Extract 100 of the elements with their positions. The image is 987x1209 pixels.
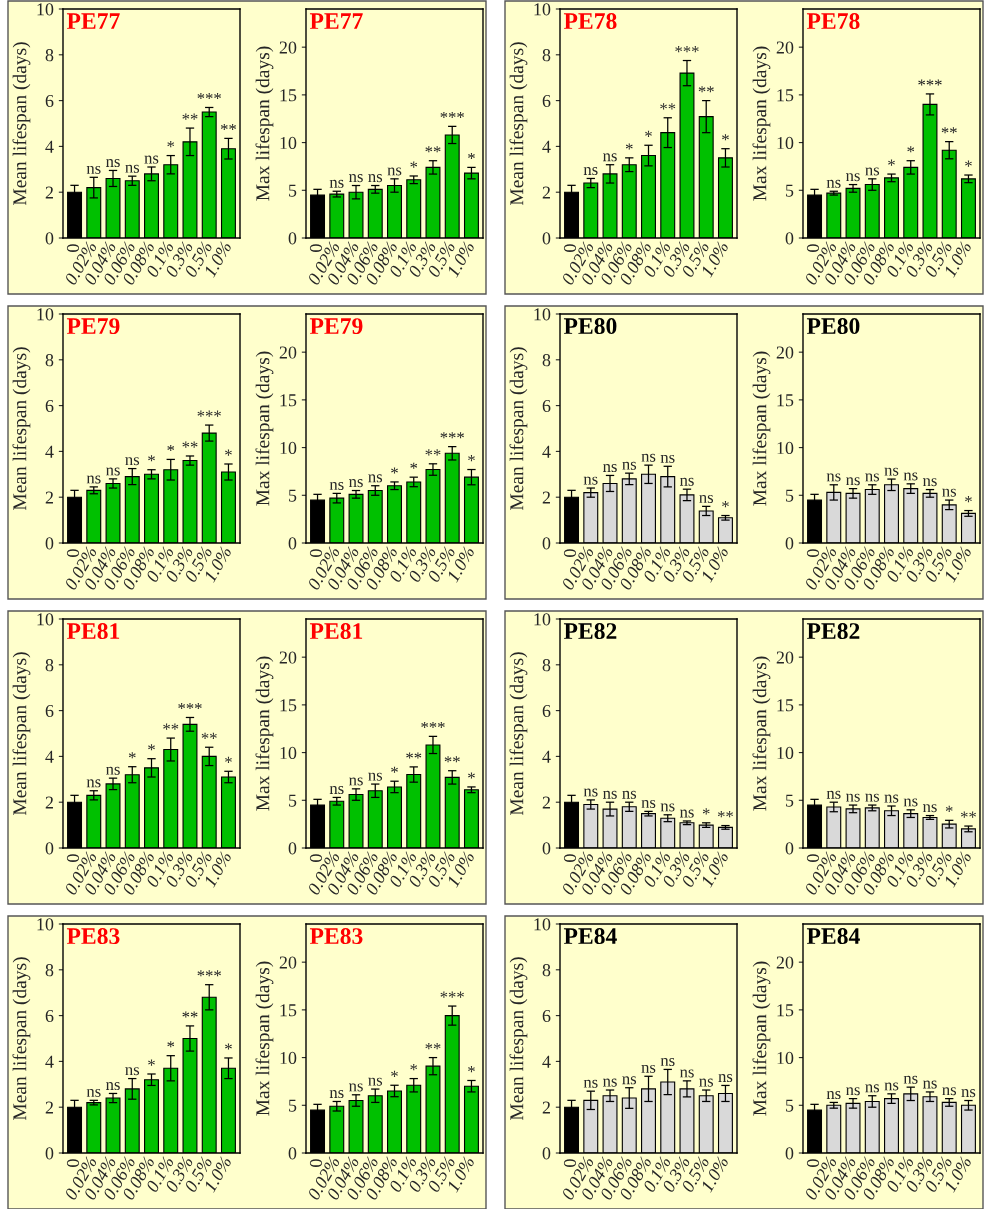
data-label: ns	[86, 165, 101, 174]
data-label: ns	[368, 474, 383, 483]
data-label: ns	[125, 457, 140, 466]
y-tick-label: 4	[45, 1055, 54, 1068]
y-tick-label: 20	[776, 956, 794, 969]
data-label: *	[391, 766, 398, 773]
data-label: ns	[826, 1091, 841, 1100]
y-tick-label: 6	[542, 1009, 551, 1023]
data-label: ns	[105, 467, 120, 476]
data-label: ns	[583, 788, 598, 797]
data-label: *	[965, 496, 972, 503]
data-label: *	[468, 1066, 475, 1073]
data-label: ns	[903, 472, 918, 481]
data-label: *	[907, 146, 915, 153]
y-axis-title: Max lifespan (days)	[255, 351, 274, 506]
chart-title: PE79	[66, 318, 120, 335]
data-label: ns	[845, 477, 860, 486]
chart-title: PE77	[66, 13, 120, 29]
data-label: ns	[105, 766, 120, 775]
data-label: *	[225, 1043, 232, 1050]
data-label: ns	[583, 1079, 598, 1088]
chart-title: PE83	[309, 928, 363, 945]
y-tick-label: 4	[45, 140, 54, 153]
y-tick-label: 20	[776, 346, 794, 359]
y-tick-label: 2	[542, 186, 550, 199]
chart-title: PE81	[66, 623, 120, 640]
data-label: ns	[368, 174, 383, 183]
y-tick-label: 8	[45, 49, 54, 62]
data-label: *	[965, 160, 972, 167]
data-label: *	[645, 130, 652, 137]
data-label: **	[163, 723, 179, 730]
data-label: ns	[641, 799, 656, 808]
y-tick-label: 6	[542, 94, 551, 108]
y-axis-title: Mean lifespan (days)	[12, 347, 31, 511]
y-axis-title: Max lifespan (days)	[752, 656, 771, 811]
data-label: **	[698, 86, 714, 93]
data-label: ***	[440, 432, 464, 439]
y-tick-label: 5	[785, 489, 794, 502]
chart-title: PE79	[309, 318, 363, 335]
data-label: ns	[622, 461, 637, 470]
y-tick-label: 10	[37, 918, 54, 931]
y-tick-label: 4	[542, 1055, 551, 1068]
data-label: *	[148, 1059, 155, 1066]
data-label: ns	[922, 478, 937, 487]
data-label: ns	[348, 174, 363, 183]
y-tick-label: 10	[280, 1051, 297, 1065]
data-label: ns	[86, 779, 101, 788]
y-tick-label: 8	[542, 49, 551, 62]
data-label: ns	[718, 1074, 733, 1083]
y-tick-label: 2	[542, 491, 550, 504]
data-label: ns	[660, 1058, 675, 1067]
data-label: ns	[144, 155, 159, 164]
y-tick-label: 4	[542, 750, 551, 763]
data-label: **	[960, 811, 976, 818]
data-label: *	[945, 805, 953, 812]
data-label: **	[444, 756, 460, 763]
data-label: ns	[602, 464, 617, 473]
y-tick-label: 5	[288, 1099, 297, 1112]
data-label: ns	[942, 488, 957, 497]
chart-title: PE80	[806, 318, 860, 335]
y-tick-label: 6	[45, 94, 54, 108]
y-tick-label: 15	[777, 394, 794, 407]
y-tick-label: 8	[542, 964, 551, 977]
chart-title: PE81	[309, 623, 363, 640]
y-axis-title: Max lifespan (days)	[752, 46, 771, 201]
data-label: ns	[368, 772, 383, 781]
chart-title: PE84	[806, 928, 860, 945]
y-axis-title: Max lifespan (days)	[255, 961, 274, 1116]
data-label: ns	[679, 809, 694, 818]
data-label: ***	[675, 46, 699, 53]
y-tick-label: 8	[45, 964, 54, 977]
y-axis-title: Max lifespan (days)	[752, 961, 771, 1116]
y-tick-label: 10	[280, 136, 297, 150]
data-label: ***	[197, 970, 221, 977]
y-axis-title: Mean lifespan (days)	[509, 957, 528, 1121]
data-label: ns	[699, 1078, 714, 1087]
y-tick-label: 10	[534, 3, 551, 16]
y-tick-label: 20	[776, 41, 794, 54]
data-label: ns	[903, 798, 918, 807]
data-label: **	[717, 811, 733, 818]
data-label: *	[722, 501, 729, 508]
data-label: *	[468, 152, 475, 160]
data-label: ns	[660, 454, 675, 463]
data-label: ***	[918, 79, 942, 86]
data-label: *	[722, 134, 729, 141]
y-tick-label: 5	[785, 1099, 794, 1112]
data-label: ns	[105, 1082, 120, 1091]
data-label: ***	[197, 410, 221, 417]
data-label: ns	[884, 1082, 899, 1091]
data-label: *	[888, 159, 895, 166]
chart-title: PE84	[563, 928, 617, 945]
data-label: *	[625, 143, 633, 150]
data-label: *	[225, 756, 232, 763]
y-tick-label: 5	[288, 184, 297, 197]
y-tick-label: 15	[280, 89, 297, 102]
y-tick-label: 5	[288, 489, 297, 502]
data-label: **	[660, 103, 676, 110]
y-axis-title: Mean lifespan (days)	[509, 652, 528, 816]
data-label: ns	[329, 786, 344, 795]
data-label: ns	[660, 803, 675, 812]
